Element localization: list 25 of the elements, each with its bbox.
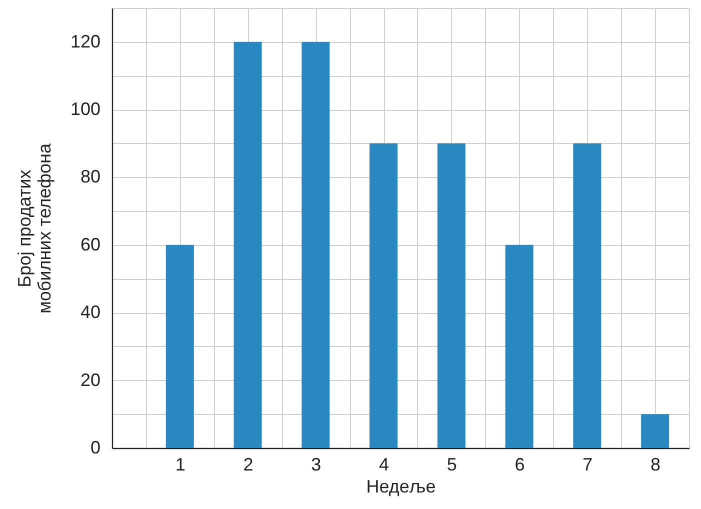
x-tick-label: 6 bbox=[514, 454, 525, 474]
bar bbox=[370, 143, 398, 448]
bar bbox=[641, 414, 670, 448]
bar bbox=[234, 42, 262, 448]
x-axis-title: Недеље bbox=[366, 476, 436, 496]
x-tick-label: 1 bbox=[175, 454, 186, 474]
bar bbox=[505, 244, 534, 448]
y-tick-label: 100 bbox=[70, 99, 100, 120]
y-axis-title: Број продатих мобилних телефона bbox=[14, 142, 54, 314]
bar bbox=[302, 42, 330, 448]
x-tick-label: 4 bbox=[379, 454, 390, 474]
y-tick-label: 0 bbox=[90, 438, 100, 458]
y-tick-label: 80 bbox=[80, 166, 100, 187]
bar bbox=[166, 244, 194, 448]
y-tick-label: 20 bbox=[80, 370, 100, 390]
x-tick-label: 7 bbox=[582, 454, 593, 474]
x-tick-label: 5 bbox=[446, 454, 457, 474]
y-tick-label: 60 bbox=[80, 234, 100, 254]
bar bbox=[573, 143, 602, 448]
y-tick-label: 40 bbox=[80, 302, 100, 322]
x-tick-label: 2 bbox=[243, 454, 254, 474]
x-tick-label: 3 bbox=[311, 454, 322, 474]
x-tick-label: 8 bbox=[650, 454, 661, 474]
y-tick-label: 120 bbox=[70, 31, 100, 52]
bar bbox=[437, 143, 466, 448]
